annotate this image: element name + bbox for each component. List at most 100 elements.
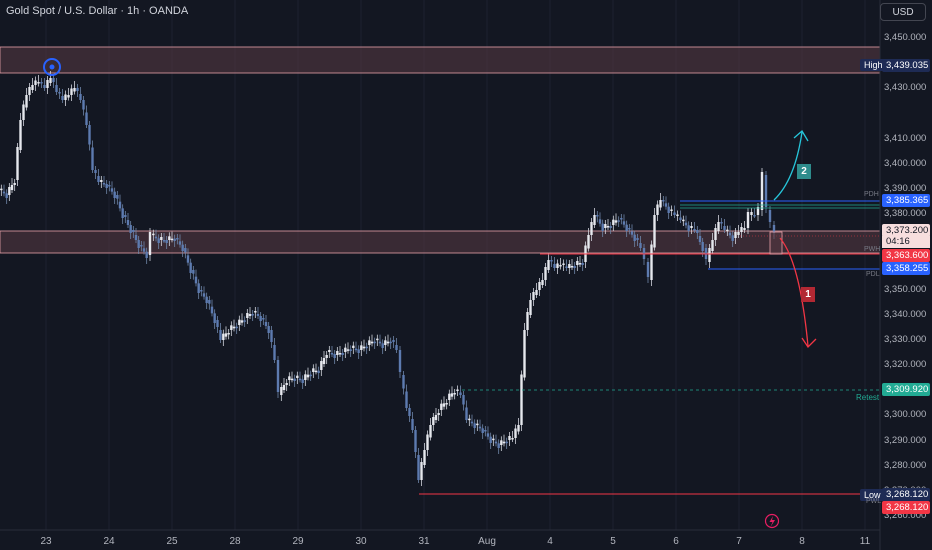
time-axis-label: 30: [355, 536, 367, 547]
candle-body: [181, 244, 184, 251]
candle-body: [650, 244, 653, 280]
candle-body: [653, 215, 656, 248]
candle-body: [31, 85, 34, 90]
candle-body: [478, 426, 482, 429]
scenario-2-label[interactable]: 2: [797, 164, 811, 179]
high-price-tag: 3,439.035: [882, 59, 930, 72]
candle-body: [162, 240, 166, 242]
candle-body: [389, 341, 392, 344]
candle-body: [333, 354, 336, 358]
scenario-1-label[interactable]: 1: [801, 287, 815, 302]
candle-body: [489, 436, 492, 443]
candle-body: [392, 340, 395, 342]
candle-body: [293, 378, 296, 381]
candle-body: [219, 330, 222, 340]
high-side-label: High: [860, 59, 887, 71]
candle-body: [276, 360, 280, 392]
candle-body: [517, 425, 520, 432]
candle-body: [494, 441, 498, 444]
candle-body: [420, 462, 423, 480]
price-axis-label: 3,290.000: [884, 434, 927, 446]
candle-body: [91, 147, 94, 170]
candle-body: [137, 240, 140, 248]
candle-body: [197, 283, 200, 293]
candle-body: [344, 347, 347, 352]
pdl-price-tag: 3,358.255: [882, 262, 930, 275]
scenario-2-arrow[interactable]: [773, 131, 803, 201]
candle-body: [601, 223, 604, 231]
candle-body: [578, 263, 582, 265]
scenario-1-arrow[interactable]: [779, 237, 809, 347]
candle-body: [547, 260, 550, 270]
candle-body: [309, 374, 312, 377]
candle-body: [338, 353, 342, 355]
candle-body: [581, 263, 584, 265]
symbol-title[interactable]: Gold Spot / U.S. Dollar · 1h · OANDA: [6, 5, 189, 17]
candle-body: [459, 392, 462, 395]
candle-body: [285, 383, 288, 385]
candle-body: [270, 330, 273, 342]
candle-body: [437, 413, 440, 415]
candle-body: [565, 266, 568, 268]
candle-body: [248, 314, 252, 316]
candle-body: [205, 296, 208, 303]
candle-body: [352, 345, 355, 348]
candle-body: [132, 230, 135, 232]
candle-body: [628, 228, 631, 230]
candle-body: [108, 185, 111, 187]
candle-body: [532, 292, 535, 300]
candle-body: [317, 370, 320, 373]
candle-body: [405, 391, 408, 408]
candle-body: [450, 393, 454, 397]
candle-body: [76, 88, 79, 91]
candle-body: [259, 316, 262, 321]
candle-body: [662, 200, 665, 202]
pdh-price-tag: 3,385.365: [882, 194, 930, 207]
candle-body: [701, 242, 704, 251]
time-axis-label: 29: [292, 536, 304, 547]
candle-body: [97, 176, 100, 182]
currency-button[interactable]: USD: [880, 3, 926, 21]
candle-body: [354, 348, 358, 351]
candle-body: [273, 345, 276, 360]
candle-body: [154, 236, 158, 239]
candle-body: [646, 262, 650, 277]
candle-body: [538, 282, 541, 290]
pwl-price-tag: 3,268.120: [882, 501, 930, 514]
candle-body: [224, 333, 228, 337]
candle-body: [609, 226, 612, 228]
lightning-icon[interactable]: [764, 513, 780, 529]
candle-body: [140, 245, 143, 247]
candle-body: [110, 188, 114, 192]
candle-body: [622, 221, 626, 225]
candle-body: [256, 314, 260, 316]
candle-body: [145, 251, 148, 258]
candle-body: [306, 374, 310, 378]
time-axis-label: 28: [229, 536, 241, 547]
time-axis-label: 31: [418, 536, 430, 547]
candle-body: [288, 376, 291, 380]
candle-body: [301, 379, 304, 383]
candle-body: [238, 319, 241, 325]
candle-body: [360, 345, 363, 350]
candle-body: [100, 180, 103, 182]
candle-body: [550, 260, 553, 262]
candle-body: [13, 183, 16, 185]
pwh-side-label: PWH: [864, 246, 881, 253]
high-marker-icon[interactable]: [43, 58, 61, 76]
candle-body: [432, 417, 435, 425]
candle-body: [322, 358, 326, 364]
retest-price-tag: 3,309.920: [882, 383, 930, 396]
candle-body: [142, 248, 146, 252]
candle-body: [468, 418, 471, 421]
candle-body: [386, 341, 390, 344]
candle-body: [85, 112, 88, 125]
candle-body: [664, 203, 668, 207]
candle-body: [46, 80, 49, 88]
candle-body: [553, 264, 556, 268]
candle-body: [240, 320, 244, 323]
time-axis-label: 4: [547, 536, 553, 547]
candle-body: [687, 225, 690, 231]
price-axis-label: 3,300.000: [884, 409, 927, 421]
